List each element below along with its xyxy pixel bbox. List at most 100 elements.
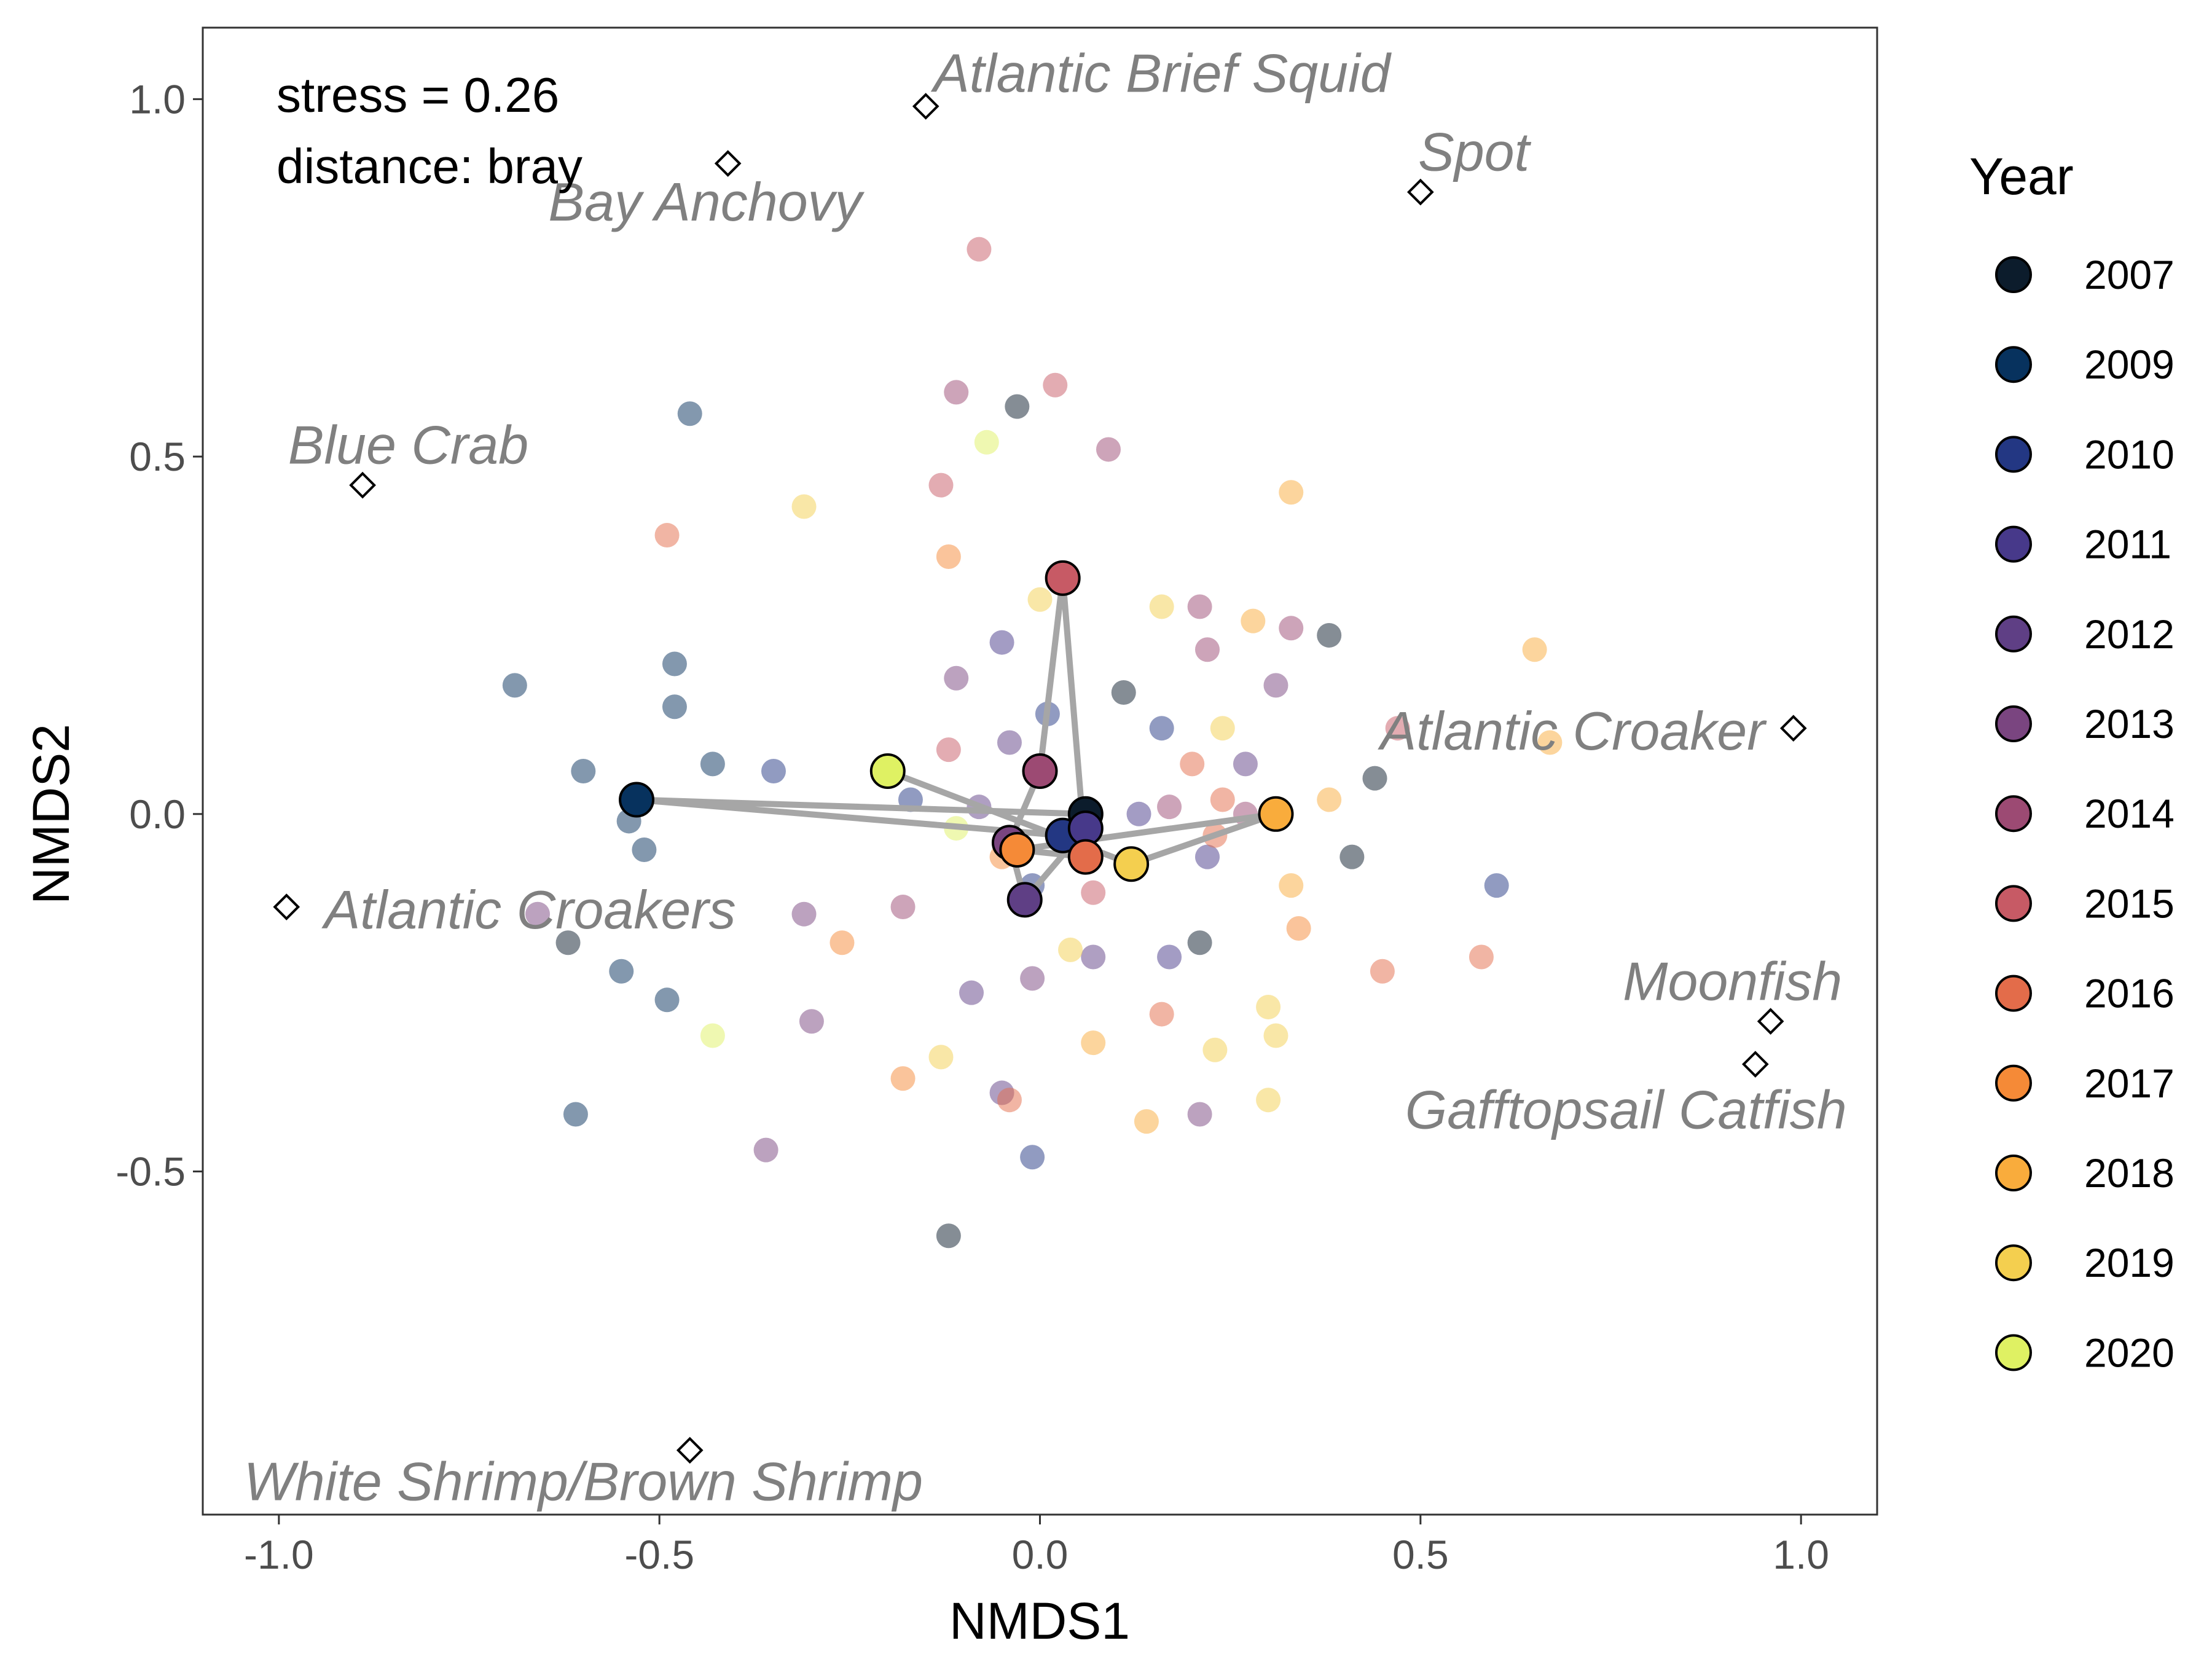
sample-point bbox=[791, 494, 817, 519]
x-tick-label: 0.5 bbox=[1392, 1532, 1449, 1577]
sample-point bbox=[944, 380, 969, 405]
legend-key bbox=[1995, 1064, 2032, 1102]
sample-point bbox=[1317, 787, 1342, 812]
sample-point bbox=[1279, 480, 1304, 505]
sample-point bbox=[936, 737, 961, 763]
sample-point bbox=[1096, 437, 1121, 462]
species-marker bbox=[912, 93, 939, 120]
legend-label: 2009 bbox=[2084, 342, 2175, 387]
sample-point bbox=[1157, 794, 1182, 820]
sample-point bbox=[1195, 844, 1220, 869]
legend-label: 2018 bbox=[2084, 1150, 2175, 1196]
x-tick-label: -0.5 bbox=[624, 1532, 694, 1577]
sample-point bbox=[997, 730, 1022, 755]
sample-point bbox=[944, 665, 969, 691]
sample-point bbox=[1370, 959, 1395, 984]
year-centroid bbox=[619, 782, 655, 818]
sample-point bbox=[967, 237, 992, 262]
sample-point bbox=[1195, 637, 1220, 662]
species-marker bbox=[1406, 178, 1434, 206]
sample-point bbox=[1202, 1037, 1228, 1062]
legend-title: Year bbox=[1969, 147, 2074, 205]
sample-point bbox=[1005, 394, 1030, 419]
legend-label: 2010 bbox=[2084, 431, 2175, 477]
species-label: Atlantic Croakers bbox=[321, 879, 736, 940]
sample-point bbox=[989, 630, 1014, 655]
legend-label: 2014 bbox=[2084, 791, 2175, 836]
sample-point bbox=[1157, 944, 1182, 970]
species-label: Atlantic Croaker bbox=[1378, 700, 1768, 761]
x-tick-label: 0.0 bbox=[1012, 1532, 1069, 1577]
species-label: Gafftopsail Catfish bbox=[1405, 1080, 1847, 1140]
legend-label: 2020 bbox=[2084, 1330, 2175, 1375]
legend-key bbox=[1995, 615, 2032, 653]
sample-point bbox=[1317, 622, 1342, 648]
sample-point bbox=[1484, 873, 1509, 898]
species-layer: Atlantic Brief Squid Bay Anchovy Spot Blue … bbox=[244, 43, 1847, 1512]
species-label: Bay Anchovy bbox=[548, 171, 865, 232]
sample-point bbox=[1134, 1109, 1159, 1134]
sample-point bbox=[571, 759, 596, 783]
species-marker bbox=[676, 1437, 704, 1464]
sample-point bbox=[609, 959, 634, 984]
sample-point bbox=[1149, 1002, 1174, 1027]
sample-point bbox=[1187, 930, 1212, 955]
sample-point bbox=[1256, 994, 1281, 1019]
sample-point bbox=[555, 930, 581, 955]
sample-point bbox=[1111, 680, 1136, 705]
legend-label: 2012 bbox=[2084, 611, 2175, 657]
legend-key bbox=[1995, 1155, 2032, 1191]
sample-point bbox=[502, 673, 527, 698]
legend-key bbox=[1995, 256, 2032, 293]
year-centroid bbox=[1113, 846, 1150, 882]
x-tick-label: -1.0 bbox=[244, 1532, 314, 1577]
sample-point bbox=[1020, 966, 1045, 991]
y-tick-label: 0.0 bbox=[129, 791, 186, 837]
y-tick-label: 0.5 bbox=[129, 434, 186, 479]
sample-point bbox=[1362, 766, 1387, 791]
y-axis-title: NMDS2 bbox=[22, 724, 80, 904]
sample-point bbox=[632, 837, 657, 862]
sample-point bbox=[1027, 587, 1053, 612]
sample-point bbox=[997, 1088, 1022, 1113]
sample-point bbox=[1180, 751, 1205, 777]
legend-label: 2016 bbox=[2084, 971, 2175, 1016]
year-centroid bbox=[1045, 560, 1081, 596]
sample-point bbox=[1339, 844, 1365, 869]
sample-point bbox=[1081, 944, 1106, 970]
sample-point bbox=[1210, 787, 1235, 812]
legend-key bbox=[1995, 705, 2032, 742]
year-centroid bbox=[1006, 882, 1043, 918]
sample-point bbox=[700, 751, 725, 777]
sample-point bbox=[1241, 608, 1266, 633]
sample-point bbox=[525, 901, 550, 927]
sample-point bbox=[1537, 730, 1563, 755]
sample-point bbox=[830, 930, 855, 955]
sample-point bbox=[928, 1045, 954, 1070]
sample-point bbox=[1081, 880, 1106, 905]
species-marker bbox=[1757, 1008, 1784, 1035]
sample-point bbox=[1187, 1102, 1212, 1127]
sample-point bbox=[1286, 916, 1311, 941]
sample-point bbox=[1058, 937, 1083, 962]
year-centroid bbox=[1258, 796, 1294, 832]
sample-point bbox=[563, 1102, 588, 1127]
sample-point bbox=[662, 651, 687, 677]
x-tick-label: 1.0 bbox=[1773, 1532, 1829, 1577]
sample-point bbox=[1263, 1023, 1288, 1048]
legend-key bbox=[1995, 795, 2032, 833]
sample-point bbox=[890, 895, 916, 920]
legend-key bbox=[1995, 885, 2032, 922]
species-label: Spot bbox=[1418, 122, 1532, 182]
legend-label: 2011 bbox=[2084, 522, 2171, 567]
sample-point bbox=[936, 1223, 961, 1249]
species-marker bbox=[273, 893, 300, 920]
sample-point bbox=[959, 980, 984, 1005]
species-label: Atlantic Brief Squid bbox=[930, 43, 1392, 104]
sample-point bbox=[791, 901, 817, 927]
year-centroid bbox=[869, 753, 906, 789]
distance-annotation: distance: bray bbox=[276, 139, 582, 194]
sample-point bbox=[1210, 716, 1235, 741]
